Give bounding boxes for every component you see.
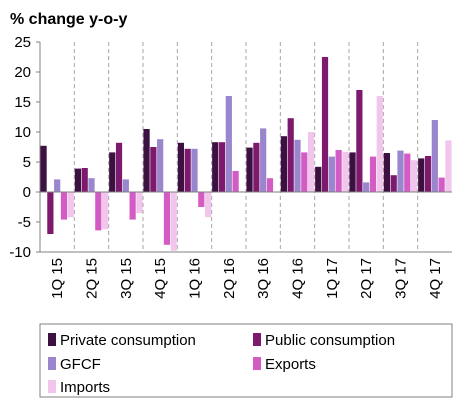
bar: [411, 160, 418, 192]
axes-layer: -10 -5 0 5 10 15 20 25 1Q 15 2Q 15 3Q 15 4Q 15 1Q 16…: [9, 34, 452, 299]
bar: [315, 166, 322, 192]
bar: [253, 142, 260, 192]
bar: [321, 57, 329, 192]
x-category-label: 2Q 16: [221, 258, 238, 299]
legend-label: Private consumption: [60, 332, 196, 349]
bar: [170, 192, 177, 251]
bar: [163, 192, 171, 245]
bar: [150, 147, 157, 192]
bar: [95, 192, 102, 231]
bar: [198, 192, 205, 207]
chart-title: % change y-o-y: [10, 11, 127, 28]
legend-label: Public consumption: [265, 332, 395, 349]
bar: [308, 132, 315, 192]
bar: [212, 142, 219, 192]
legend-box: [39, 323, 453, 398]
bar: [40, 145, 47, 192]
bar: [342, 151, 349, 192]
x-category-label: 1Q 16: [187, 258, 204, 299]
bar: [136, 192, 143, 213]
legend-swatch: [253, 333, 261, 346]
bar: [445, 140, 452, 192]
bar: [328, 156, 335, 192]
bar: [88, 178, 95, 192]
bar: [294, 139, 301, 192]
legend: Private consumption Public consumption GFC…: [39, 323, 453, 398]
bar: [390, 175, 397, 192]
bar: [397, 150, 404, 192]
bar: [356, 90, 363, 192]
bar: [109, 152, 116, 192]
legend-swatch: [48, 333, 56, 346]
bar: [225, 96, 232, 192]
bar: [369, 156, 377, 192]
bar: [129, 192, 136, 220]
x-category-label: 4Q 15: [152, 258, 169, 299]
bar: [205, 192, 212, 218]
legend-swatch: [48, 380, 56, 393]
y-tick-label: -5: [18, 214, 31, 231]
legend-label: GFCF: [60, 356, 101, 373]
bar: [122, 179, 129, 192]
x-category-label: 1Q 15: [49, 258, 66, 299]
bar: [280, 136, 287, 192]
bars-layer: [40, 57, 452, 251]
bar: [191, 148, 198, 192]
x-category-label: 2Q 17: [358, 258, 375, 299]
x-category-label: 3Q 15: [118, 258, 135, 299]
y-tick-label: 15: [14, 94, 31, 111]
x-category-label: 3Q 16: [255, 258, 272, 299]
y-tick-label: 10: [14, 124, 31, 141]
bar: [363, 182, 370, 192]
grid-layer: [73, 42, 419, 252]
y-tick-label: 25: [14, 34, 31, 51]
bar: [115, 142, 123, 192]
x-category-label: 1Q 17: [324, 258, 341, 299]
bar: [266, 178, 274, 192]
legend-swatch: [253, 357, 261, 370]
legend-swatch: [48, 357, 56, 370]
bar: [376, 96, 383, 192]
y-tick-label: 20: [14, 64, 31, 81]
y-tick-label: 0: [23, 184, 31, 201]
y-tick-label: 5: [23, 154, 31, 171]
bar: [67, 192, 74, 218]
x-category-label: 4Q 16: [290, 258, 307, 299]
bar: [74, 168, 81, 192]
bar: [54, 179, 61, 192]
bar: [143, 129, 150, 192]
legend-label: Exports: [265, 356, 316, 373]
x-category-label: 4Q 17: [427, 258, 444, 299]
bar: [418, 158, 425, 192]
bar: [431, 120, 438, 192]
bar: [47, 192, 54, 234]
x-category-label: 2Q 15: [84, 258, 101, 299]
y-tick-label: -10: [9, 244, 31, 261]
bar: [404, 153, 411, 192]
bar: [260, 128, 267, 192]
legend-label: Imports: [60, 379, 110, 396]
x-category-label: 3Q 17: [393, 258, 410, 299]
bar: [184, 148, 191, 192]
bar: [177, 142, 184, 192]
bar: [383, 153, 390, 192]
bar: [232, 171, 239, 192]
bar: [218, 142, 226, 192]
bar: [349, 152, 356, 192]
bar: [287, 118, 294, 192]
bar: [301, 152, 308, 192]
bar: [60, 192, 68, 220]
bar: [81, 168, 88, 192]
bar: [438, 177, 445, 192]
bar: [102, 192, 109, 230]
bar: [157, 139, 164, 192]
bar: [246, 147, 253, 192]
bar: [335, 150, 342, 192]
bar: [424, 156, 432, 192]
